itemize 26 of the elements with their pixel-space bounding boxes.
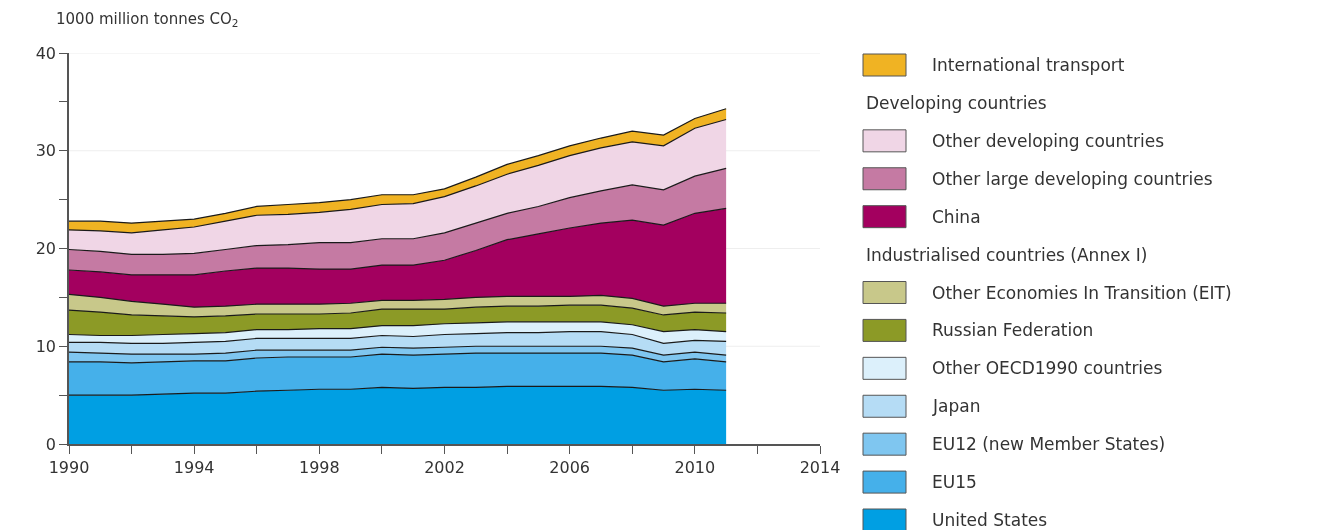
y-tick-label: 0 — [45, 434, 57, 454]
legend-label: Other OECD1990 countries — [932, 358, 1163, 378]
x-tick-label: 1998 — [298, 457, 340, 477]
text: Developing countries — [866, 93, 1047, 113]
legend-label: EU15 — [932, 472, 977, 492]
y-tick-label: 20 — [35, 239, 57, 259]
y-axis-title: 1000 million tonnes CO$_{2}$ — [56, 10, 239, 30]
x-tick-label: 2010 — [674, 457, 716, 477]
legend-label: China — [932, 207, 981, 227]
legend-label: Other developing countries — [932, 131, 1165, 151]
x-tick-label: 1994 — [173, 457, 215, 477]
text: Industrialised countries (Annex I) — [866, 245, 1148, 265]
x-tick-label: 1990 — [48, 457, 90, 477]
legend-label: Japan — [932, 396, 981, 416]
legend-label: Other large developing countries — [932, 169, 1213, 189]
legend-label: Other Economies In Transition (EIT) — [932, 283, 1232, 303]
legend-label: International transport — [932, 55, 1125, 75]
legend-label: United States — [932, 510, 1048, 530]
y-tick-label: 30 — [35, 141, 57, 161]
legend-label: EU12 (new Member States) — [932, 434, 1166, 454]
x-tick-label: 2014 — [799, 457, 841, 477]
x-tick-label: 2006 — [549, 457, 591, 477]
y-tick-label: 10 — [35, 336, 57, 356]
x-tick-label: 2002 — [424, 457, 465, 477]
y-tick-label: 40 — [35, 43, 57, 63]
legend-label: Russian Federation — [932, 320, 1094, 340]
